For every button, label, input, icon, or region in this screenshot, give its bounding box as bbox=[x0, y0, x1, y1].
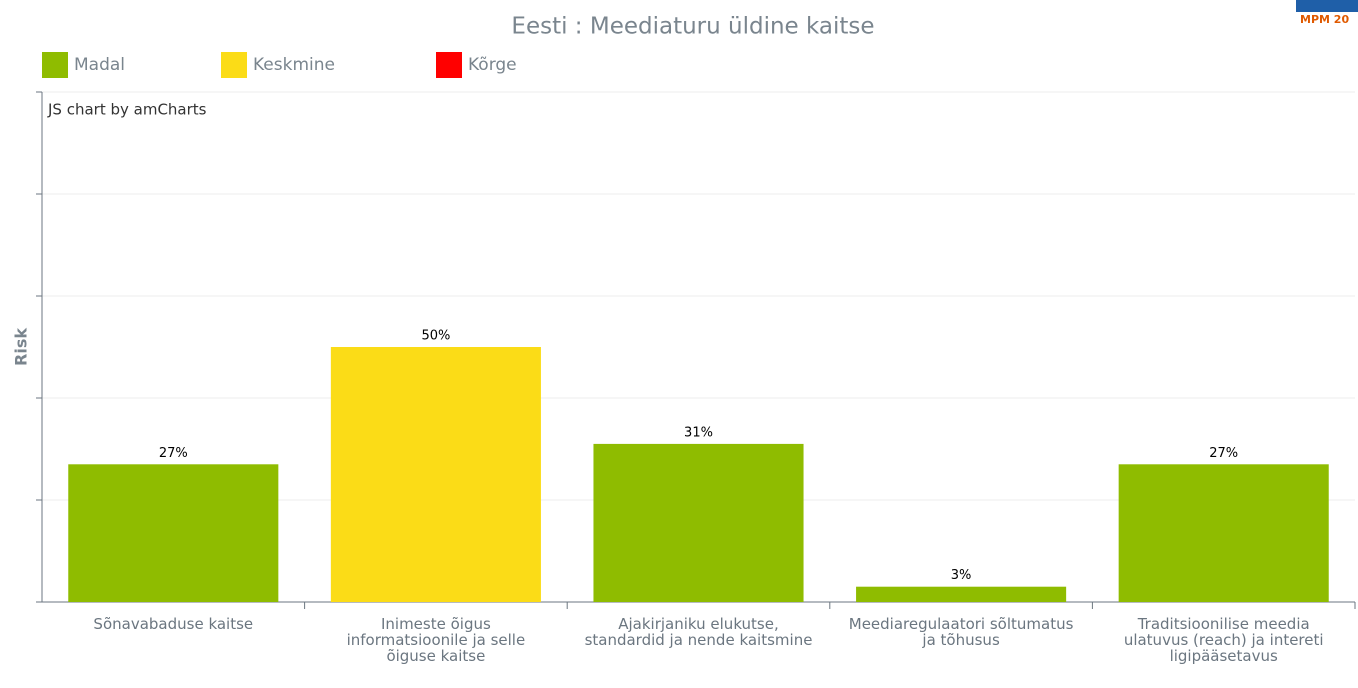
value-label: 31% bbox=[684, 425, 713, 440]
chart-title: Eesti : Meediaturu üldine kaitse bbox=[511, 14, 874, 40]
bar bbox=[1118, 464, 1329, 602]
annotation: JS chart by amCharts bbox=[47, 101, 207, 119]
bar bbox=[856, 586, 1067, 602]
value-label: 27% bbox=[159, 446, 188, 461]
value-label: 3% bbox=[951, 568, 972, 583]
legend-label: Madal bbox=[74, 55, 125, 75]
y-axis-label: Risk bbox=[12, 328, 31, 366]
logo-text: MPM 20 bbox=[1300, 13, 1349, 26]
x-tick-label: Ajakirjaniku elukutse, standardid ja nen… bbox=[584, 615, 813, 649]
legend-label: Kõrge bbox=[468, 55, 517, 75]
x-tick-label: Sõnavabaduse kaitse bbox=[93, 615, 254, 633]
x-tick-label: Inimeste õigus informatsioonile ja selle… bbox=[346, 615, 526, 665]
x-tick-label: Meediaregulaatori sõltumatus ja tõhusus bbox=[848, 615, 1074, 649]
legend-label: Keskmine bbox=[253, 55, 335, 75]
bar bbox=[68, 464, 279, 602]
value-label: 27% bbox=[1209, 446, 1238, 461]
x-tick-label: Traditsioonilise meedia ulatuvus (reach)… bbox=[1123, 615, 1324, 665]
bar bbox=[593, 443, 804, 602]
legend-swatch bbox=[221, 52, 247, 78]
bar bbox=[330, 347, 541, 602]
logo bbox=[1296, 0, 1358, 12]
legend-swatch bbox=[436, 52, 462, 78]
value-label: 50% bbox=[421, 329, 450, 344]
legend-swatch bbox=[42, 52, 68, 78]
